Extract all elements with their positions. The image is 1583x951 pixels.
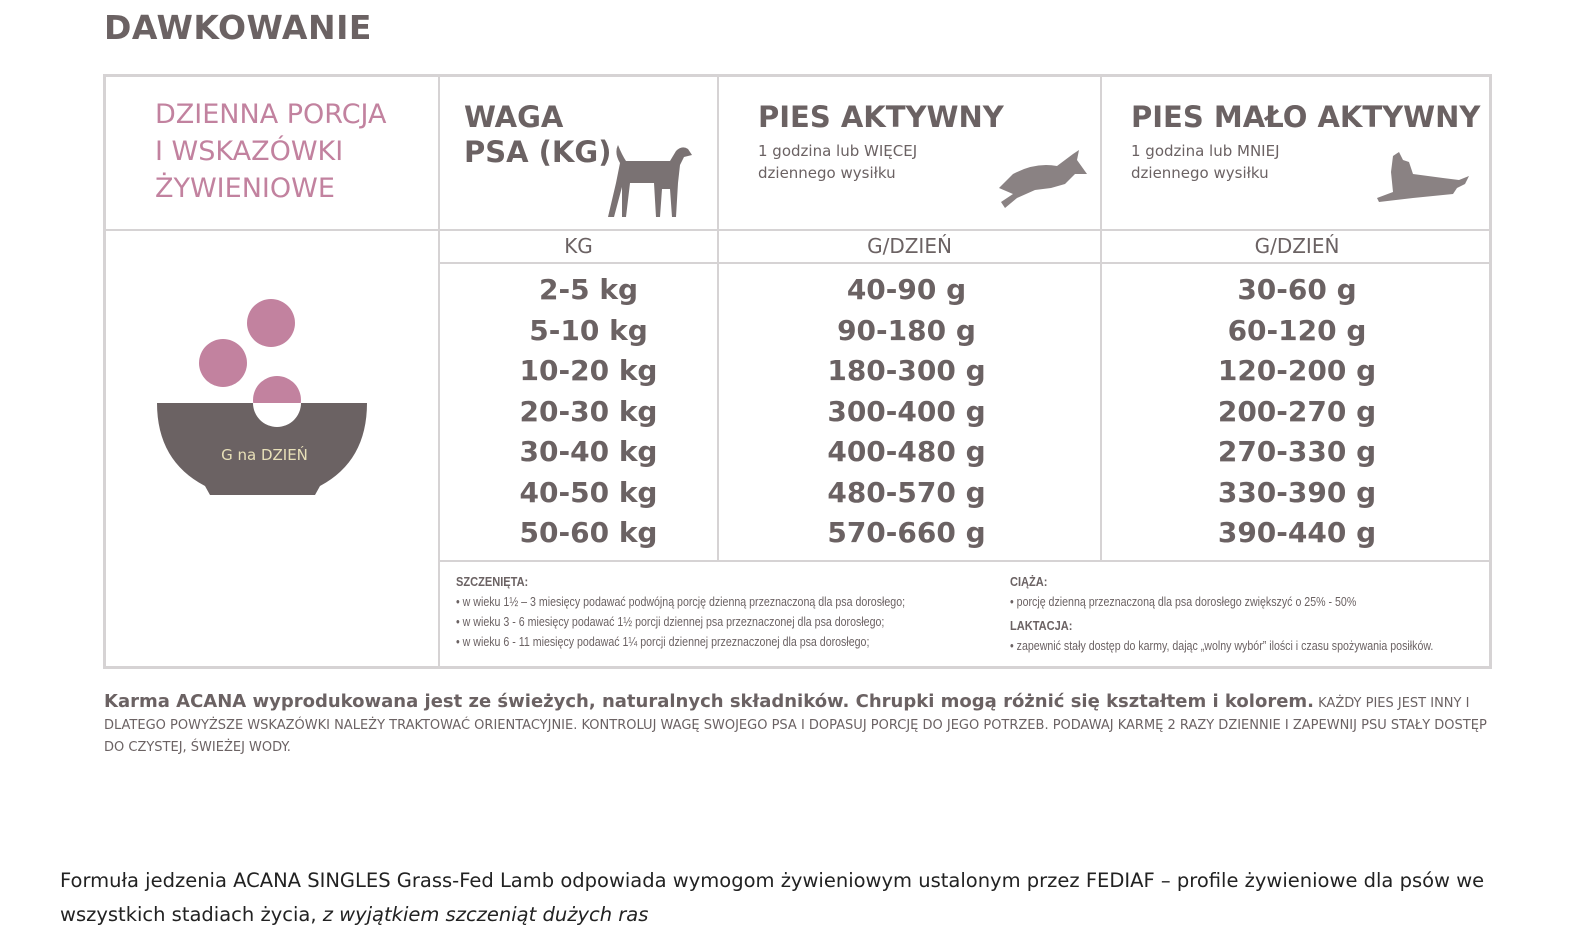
weights-column: 2-5 kg 5-10 kg 10-20 kg 20-30 kg 30-40 k… — [450, 270, 727, 554]
lazy-cell: 200-270 g — [1217, 394, 1377, 428]
active-sub-line: 1 godzina lub WIĘCEJ — [758, 142, 918, 160]
intro-heading: DZIENNA PORCJA I WSKAZÓWKI ŻYWIENIOWE — [155, 96, 387, 207]
puppies-notes: SZCZENIĘTA: • w wieku 1½ – 3 miesięcy po… — [456, 572, 1000, 652]
footer-rest: KAŻDY PIES JEST INNY I DLATEGO POWYŻSZE … — [104, 696, 1487, 755]
weight-cell: 2-5 kg — [539, 273, 638, 306]
page-title: DAWKOWANIE — [104, 8, 372, 47]
divider — [438, 262, 1492, 264]
weight-cell: 50-60 kg — [519, 516, 658, 549]
running-dog-icon — [999, 150, 1087, 208]
puppies-title: SZCZENIĘTA: — [456, 574, 529, 589]
divider — [1100, 74, 1102, 562]
divider — [103, 229, 1492, 231]
puppies-note: • w wieku 6 - 11 miesięcy podawać 1¼ por… — [456, 635, 870, 649]
dosage-table — [103, 74, 1492, 669]
food-bowl-icon — [157, 299, 367, 495]
weight-cell: 10-20 kg — [519, 354, 658, 387]
divider — [438, 560, 1492, 562]
active-column-header: G/DZIEŃ — [867, 234, 952, 258]
active-header: PIES AKTYWNY — [758, 100, 1004, 134]
footer-note: Karma ACANA wyprodukowana jest ze świeży… — [104, 691, 1496, 759]
pregnancy-note: • porcję dzienną przeznaczoną dla psa do… — [1010, 595, 1357, 609]
formula-text: Formuła jedzenia ACANA SINGLES Grass-Fed… — [60, 864, 1510, 932]
divider — [717, 74, 719, 562]
intro-line: I WSKAZÓWKI — [155, 136, 344, 167]
weight-cell: 20-30 kg — [519, 394, 658, 428]
puppies-note: • w wieku 3 - 6 miesięcy podawać 1½ porc… — [456, 615, 885, 629]
lazy-column-header: G/DZIEŃ — [1254, 234, 1340, 258]
standing-dog-icon — [608, 145, 692, 217]
lazy-column: 30-60 g 60-120 g 120-200 g 200-270 g 270… — [1102, 270, 1492, 554]
active-column: 40-90 g 90-180 g 180-300 g 300-400 g 400… — [719, 270, 1094, 554]
intro-line: DZIENNA PORCJA — [155, 99, 387, 130]
lazy-sub-line: 1 godzina lub MNIEJ — [1131, 142, 1280, 160]
formula-main: Formuła jedzenia ACANA SINGLES Grass-Fed… — [60, 869, 1485, 926]
lazy-cell: 270-330 g — [1217, 435, 1377, 468]
kg-column-header: KG — [564, 234, 593, 258]
weight-header-line: WAGA — [464, 100, 564, 134]
lying-dog-icon — [1377, 152, 1469, 202]
active-cell: 180-300 g — [827, 354, 986, 387]
lazy-subheader: 1 godzina lub MNIEJ dziennego wysiłku — [1131, 140, 1280, 184]
active-cell: 400-480 g — [827, 435, 986, 468]
active-cell: 300-400 g — [827, 394, 986, 428]
active-subheader: 1 godzina lub WIĘCEJ dziennego wysiłku — [758, 140, 917, 184]
lazy-cell: 30-60 g — [1237, 273, 1357, 306]
lazy-sub-line: dziennego wysiłku — [1131, 164, 1269, 182]
divider — [438, 74, 440, 669]
active-cell: 480-570 g — [827, 475, 986, 509]
active-cell: 570-660 g — [827, 516, 986, 549]
lazy-header: PIES MAŁO AKTYWNY — [1131, 100, 1481, 134]
formula-italic: z wyjątkiem szczeniąt dużych ras — [322, 903, 649, 926]
intro-line: ŻYWIENIOWE — [155, 173, 335, 204]
lactation-note: • zapewnić stały dostęp do karmy, dając … — [1010, 639, 1434, 653]
lactation-title: LAKTACJA: — [1010, 618, 1073, 633]
pregnancy-notes: CIĄŻA: • porcję dzienną przeznaczoną dla… — [1010, 572, 1486, 656]
footer-bold: Karma ACANA wyprodukowana jest ze świeży… — [104, 691, 1314, 712]
weight-cell: 40-50 kg — [519, 475, 658, 509]
pregnancy-title: CIĄŻA: — [1010, 574, 1048, 589]
active-cell: 40-90 g — [846, 273, 967, 306]
lazy-cell: 60-120 g — [1227, 313, 1367, 347]
lazy-cell: 330-390 g — [1217, 475, 1377, 509]
active-cell: 90-180 g — [837, 313, 976, 347]
weight-header: WAGA PSA (KG) — [464, 100, 611, 170]
puppies-note: • w wieku 1½ – 3 miesięcy podawać podwój… — [456, 595, 906, 609]
weight-header-line: PSA (KG) — [464, 135, 612, 169]
weight-cell: 30-40 kg — [519, 435, 658, 468]
active-sub-line: dziennego wysiłku — [758, 164, 896, 182]
weight-cell: 5-10 kg — [529, 313, 648, 347]
bowl-label: G na DZIEŃ — [221, 446, 308, 464]
lazy-cell: 120-200 g — [1217, 354, 1377, 387]
lazy-cell: 390-440 g — [1217, 516, 1377, 549]
